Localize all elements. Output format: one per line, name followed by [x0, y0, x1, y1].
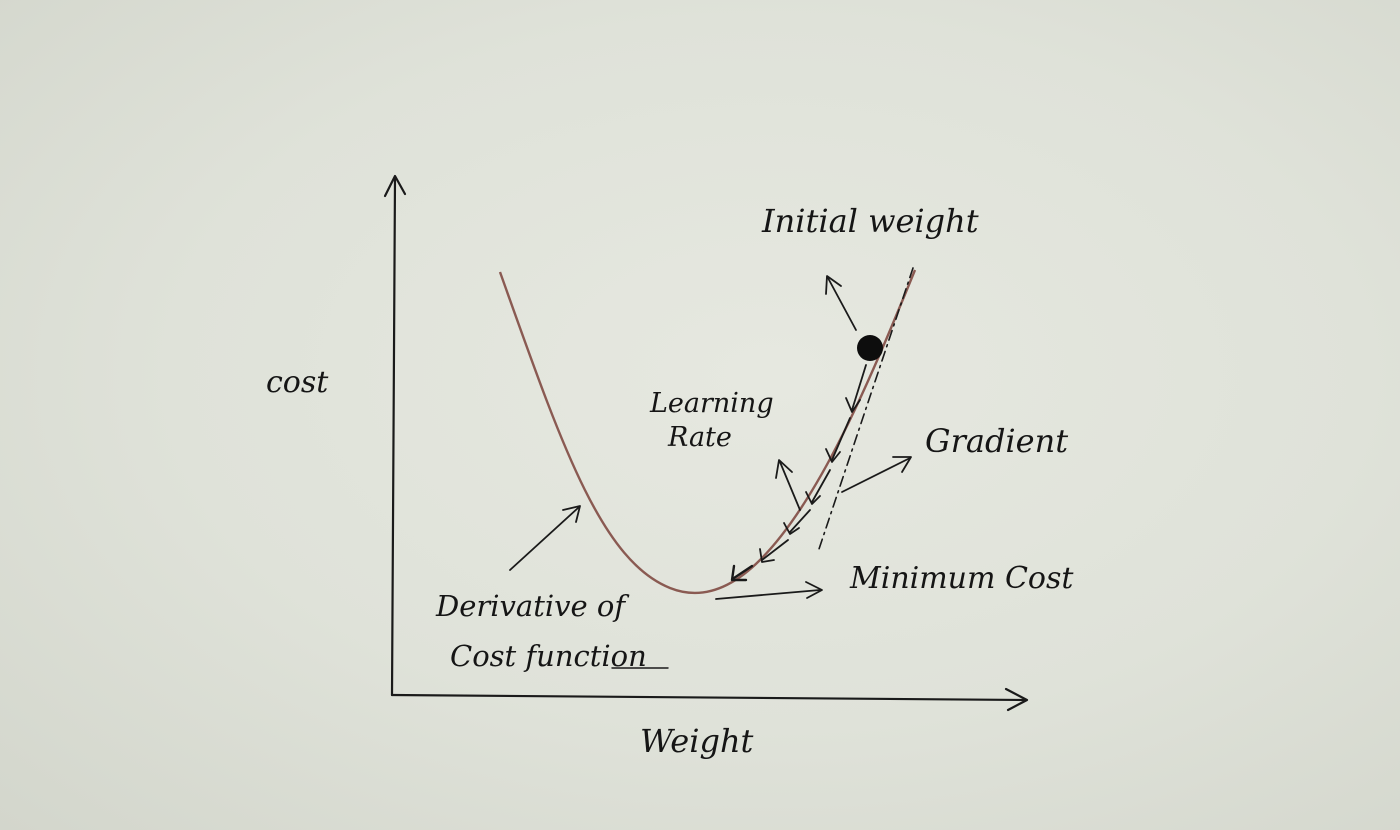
x-axis-label: Weight [640, 722, 754, 760]
gradient-tangent-line [817, 267, 914, 553]
learning-rate-label-line2: Rate [667, 422, 732, 453]
learning-rate-label-line1: Learning [649, 388, 774, 419]
derivative-label-line1: Derivative of [435, 589, 630, 623]
derivative-pointer-head [562, 505, 581, 523]
derivative-pointer [509, 507, 579, 571]
gradient-pointer-head [892, 456, 912, 473]
y-axis-label: cost [266, 365, 329, 400]
initial-weight-pointer-head [825, 275, 842, 295]
learning-step-arrows [730, 364, 867, 582]
x-axis-arrowhead [1004, 687, 1029, 712]
learning-rate-pointer [779, 461, 801, 511]
initial-weight-point [857, 335, 883, 361]
minimum-cost-pointer-head [805, 581, 823, 599]
gradient-pointer [841, 457, 911, 493]
gradient-label: Gradient [925, 422, 1068, 460]
x-axis [390, 693, 1027, 702]
initial-weight-pointer [827, 277, 857, 331]
cost-curve [498, 269, 917, 595]
initial-weight-label: Initial weight [761, 202, 979, 240]
minimum-cost-label: Minimum Cost [849, 561, 1074, 596]
y-axis [390, 176, 397, 697]
y-axis-arrowhead [383, 174, 407, 198]
learning-rate-pointer-head [775, 459, 793, 479]
minimum-cost-pointer [715, 589, 821, 600]
